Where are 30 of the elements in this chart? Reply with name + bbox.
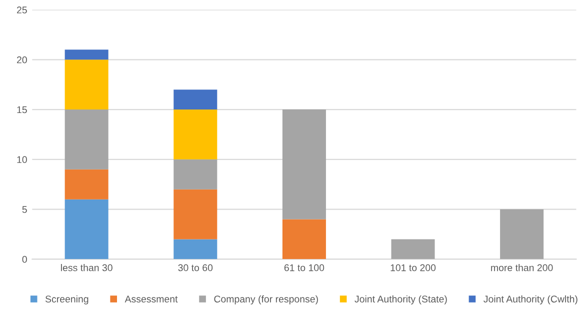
x-tick-label: 101 to 200 <box>390 264 436 272</box>
legend-label: Screening <box>45 295 88 304</box>
x-tick-label: more than 200 <box>491 264 553 272</box>
bar <box>64 110 108 170</box>
legend-label: Joint Authority (State) <box>354 295 447 304</box>
bar <box>64 60 108 110</box>
bar <box>64 169 108 200</box>
y-tick-label: 10 <box>17 156 27 164</box>
y-tick-label: 5 <box>22 206 27 213</box>
x-tick-label: 61 to 100 <box>284 264 324 272</box>
bar <box>174 239 218 260</box>
x-tick-label: less than 30 <box>61 264 112 272</box>
bar <box>282 219 326 260</box>
bar <box>174 159 218 190</box>
y-tick-label: 20 <box>16 56 27 64</box>
bar <box>174 90 218 110</box>
legend-label: Joint Authority (Cwlth) <box>484 295 578 304</box>
legend-label: Company (for response) <box>214 295 318 304</box>
bar <box>64 199 108 260</box>
bar <box>64 50 108 60</box>
y-tick-label: 15 <box>17 106 27 114</box>
bar <box>174 110 218 160</box>
bar <box>174 189 218 240</box>
bar <box>391 239 435 260</box>
bar <box>282 110 326 220</box>
x-tick-label: 30 to 60 <box>178 264 213 272</box>
y-tick-label: 0 <box>22 256 27 263</box>
legend-label: Assessment <box>124 296 178 302</box>
y-tick-label: 25 <box>16 6 27 14</box>
bar <box>500 209 544 260</box>
